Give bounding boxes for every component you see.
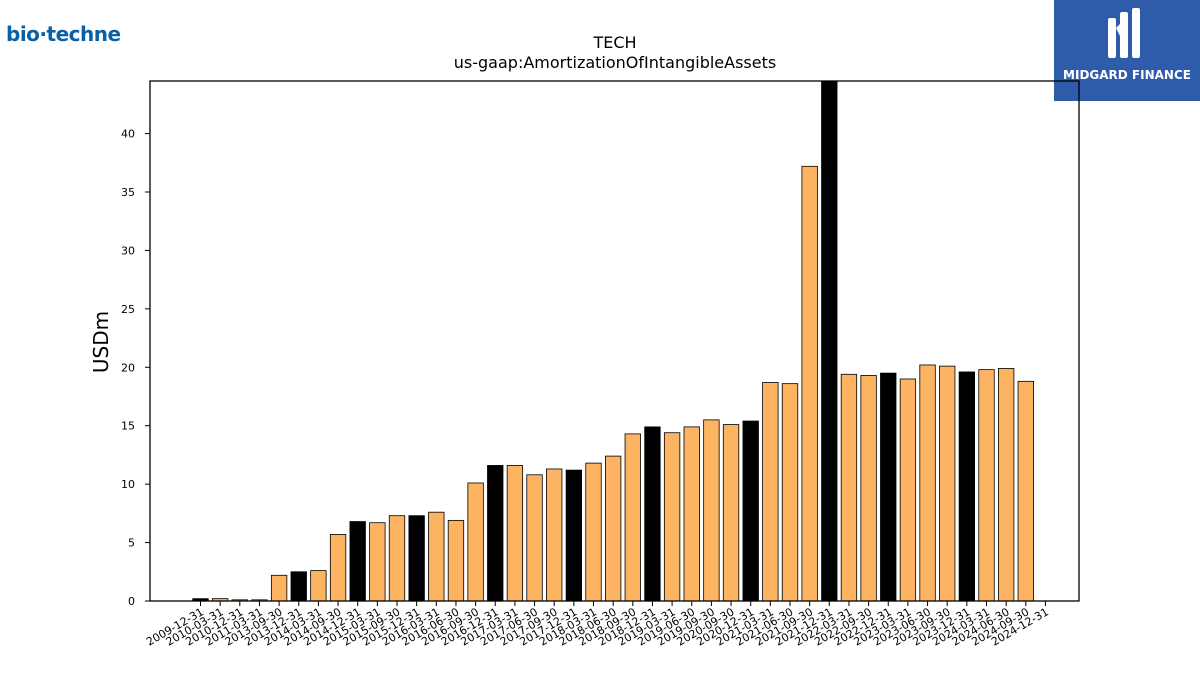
chart-subtitle: us-gaap:AmortizationOfIntangibleAssets xyxy=(454,53,776,72)
publisher-mark-icon xyxy=(1108,8,1140,58)
y-tick-label: 35 xyxy=(121,186,135,199)
bar-2013-09-30 xyxy=(270,574,288,602)
bar-2018-03-31 xyxy=(585,462,602,602)
bar-2020-09-30 xyxy=(722,424,740,602)
bar-2019-06-30 xyxy=(683,426,700,602)
y-tick-label: 0 xyxy=(128,595,135,608)
bar-2014-12-31 xyxy=(349,521,366,602)
company-logo: bio·techne xyxy=(6,22,121,46)
bar-2015-03-31 xyxy=(369,522,386,602)
bar-2014-03-31 xyxy=(310,570,327,602)
bar-2023-03-31 xyxy=(899,378,917,602)
bar-2024-09-30 xyxy=(1017,380,1034,602)
chart-title: TECH xyxy=(592,33,636,52)
publisher-name: MIDGARD FINANCE xyxy=(1063,68,1191,82)
bars-group xyxy=(192,80,1034,602)
bar-2022-09-30 xyxy=(860,375,877,602)
y-axis: 0 5 10 15 20 25 30 35 40 xyxy=(121,128,150,608)
y-tick-label: 15 xyxy=(121,420,135,433)
bar-2017-12-31 xyxy=(565,469,582,602)
bar-2021-03-31 xyxy=(762,382,779,602)
bar-2023-09-30 xyxy=(939,365,956,602)
y-tick-label: 10 xyxy=(121,478,135,491)
y-tick-label: 30 xyxy=(121,244,135,257)
bar-2021-12-31 xyxy=(821,80,838,602)
bar-2023-12-31 xyxy=(958,371,975,602)
bar-2024-03-31 xyxy=(978,369,995,602)
plot-frame xyxy=(149,80,1080,602)
bar-2019-09-30 xyxy=(703,419,720,602)
y-tick-label: 20 xyxy=(121,361,135,374)
bar-2021-06-30 xyxy=(781,383,799,602)
bar-2015-12-31 xyxy=(408,515,425,602)
bar-2018-09-30 xyxy=(624,433,641,602)
x-axis: 2009-12-312010-03-312010-12-312011-03-31… xyxy=(144,601,1051,649)
bar-2017-03-31 xyxy=(506,465,524,602)
bar-2019-03-31 xyxy=(663,432,681,602)
bar-2018-06-30 xyxy=(605,455,622,602)
y-axis-label: USDm xyxy=(89,311,113,373)
bar-2016-12-31 xyxy=(487,465,504,602)
bar-2023-06-30 xyxy=(919,364,936,602)
bar-2016-09-30 xyxy=(467,482,484,602)
y-tick-label: 5 xyxy=(128,537,135,550)
bar-2024-06-30 xyxy=(998,368,1015,602)
bar-2016-06-30 xyxy=(447,519,465,602)
y-tick-label: 25 xyxy=(121,303,135,316)
bar-2018-12-31 xyxy=(644,426,661,602)
bar-2022-12-31 xyxy=(880,372,897,602)
publisher-logo: MIDGARD FINANCE xyxy=(1054,0,1200,101)
bar-2017-09-30 xyxy=(546,468,563,602)
bar-2017-06-30 xyxy=(526,474,543,602)
y-tick-label: 40 xyxy=(121,128,135,141)
bar-2014-09-30 xyxy=(329,533,347,602)
bar-2016-03-31 xyxy=(428,511,445,602)
bar-2015-09-30 xyxy=(388,515,406,602)
bar-2021-09-30 xyxy=(801,165,818,602)
bar-2022-03-31 xyxy=(840,373,858,602)
bar-2013-12-31 xyxy=(290,571,307,602)
bar-2020-12-31 xyxy=(742,420,759,602)
